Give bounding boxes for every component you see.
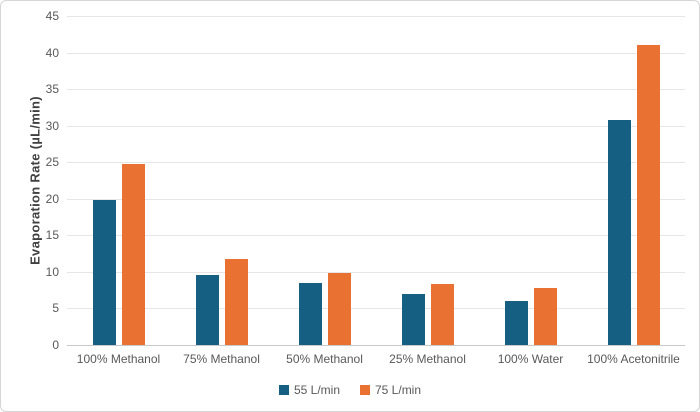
y-tick-label-15: 15	[45, 228, 59, 243]
bar-55-l-min-75-methanol	[195, 274, 219, 345]
legend-item-55-l-min: 55 L/min	[278, 383, 340, 397]
legend-swatch-icon	[278, 385, 289, 395]
bar-75-l-min-75-methanol	[224, 259, 248, 345]
bar-55-l-min-100-methanol	[92, 200, 116, 345]
plot-area	[67, 16, 685, 346]
bar-75-l-min-100-acetonitrile	[636, 44, 660, 345]
y-tick-label-45: 45	[45, 9, 59, 23]
bar-55-l-min-50-methanol	[298, 282, 322, 345]
x-category-label-100-methanol: 100% Methanol	[76, 352, 161, 366]
y-tick-label-10: 10	[45, 264, 59, 279]
x-category-label-50-methanol: 50% Methanol	[286, 352, 363, 366]
legend-label: 75 L/min	[375, 383, 422, 397]
y-tick-label-30: 30	[45, 118, 59, 133]
legend-item-75-l-min: 75 L/min	[360, 383, 421, 397]
gridline-30	[67, 125, 685, 127]
y-tick-label-35: 35	[45, 82, 59, 97]
y-tick-label-25: 25	[45, 155, 59, 170]
gridline-5	[67, 308, 685, 310]
x-category-label-100-water: 100% Water	[497, 352, 564, 366]
y-tick-label-0: 0	[52, 338, 59, 352]
gridline-10	[67, 271, 685, 273]
legend-swatch-icon	[360, 385, 370, 395]
bar-75-l-min-25-methanol	[430, 283, 454, 345]
gridline-40	[67, 52, 685, 54]
legend-label: 55 L/min	[293, 383, 340, 397]
y-tick-label-5: 5	[52, 301, 59, 316]
bar-75-l-min-50-methanol	[327, 272, 351, 345]
bar-75-l-min-100-water	[533, 287, 557, 345]
y-tick-label-20: 20	[45, 191, 59, 206]
bar-55-l-min-100-acetonitrile	[607, 119, 631, 345]
y-tick-label-40: 40	[45, 45, 59, 60]
bar-55-l-min-25-methanol	[401, 293, 425, 345]
gridline-20	[67, 198, 685, 200]
gridline-25	[67, 162, 685, 164]
bar-55-l-min-100-water	[504, 301, 528, 345]
bar-75-l-min-100-methanol	[121, 163, 145, 345]
x-category-label-100-acetonitrile: 100% Acetonitrile	[587, 352, 680, 366]
x-category-label-75-methanol: 75% Methanol	[183, 352, 260, 366]
gridline-45	[67, 16, 685, 17]
chart-legend: 55 L/min 75 L/min	[1, 383, 699, 397]
x-category-label-25-methanol: 25% Methanol	[389, 352, 466, 366]
gridline-35	[67, 89, 685, 91]
gridline-15	[67, 235, 685, 237]
